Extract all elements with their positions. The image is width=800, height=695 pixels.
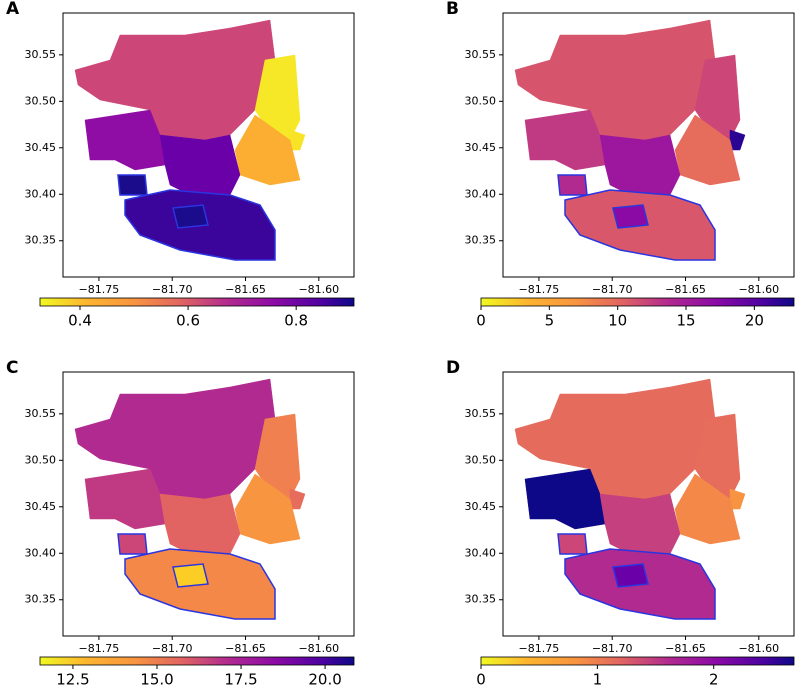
x-tick-label: −81.75 <box>79 283 120 296</box>
x-tick-label: −81.70 <box>592 283 633 296</box>
region <box>729 129 746 151</box>
colorbar <box>480 297 795 307</box>
y-tick-label: 30.40 <box>25 187 57 200</box>
x-tick-label: −81.75 <box>79 642 120 655</box>
y-tick-label: 30.35 <box>465 234 497 247</box>
panel-label: B <box>446 0 459 19</box>
y-tick-label: 30.45 <box>25 500 57 513</box>
map-panel: D −81.75 −81.70 −81.65 −81.60 30.35 30.40 30.45… <box>446 358 795 689</box>
colorbar-tick-label: 0 <box>476 671 486 689</box>
x-tick-label: −81.65 <box>225 642 266 655</box>
region <box>289 488 306 510</box>
y-tick-label: 30.35 <box>465 593 497 606</box>
map-regions <box>74 378 306 620</box>
x-tick-label: −81.65 <box>665 642 706 655</box>
map-regions <box>74 19 306 261</box>
y-tick-label: 30.50 <box>25 94 57 107</box>
region <box>612 563 649 588</box>
colorbar-tick-label: 15.0 <box>140 671 173 689</box>
region <box>117 174 148 196</box>
x-tick-label: −81.70 <box>592 642 633 655</box>
region <box>172 204 209 229</box>
colorbar <box>39 656 355 666</box>
colorbar <box>480 656 795 666</box>
y-tick-label: 30.50 <box>465 94 497 107</box>
colorbar-tick-label: 10 <box>608 312 627 330</box>
region <box>524 109 606 171</box>
y-tick-label: 30.35 <box>25 234 57 247</box>
colorbar-tick-label: 0 <box>476 312 486 330</box>
x-tick-label: −81.70 <box>152 642 193 655</box>
y-tick-label: 30.45 <box>465 141 497 154</box>
map-regions <box>514 378 746 620</box>
colorbar-tick-label: 0.4 <box>68 312 92 330</box>
x-tick-label: −81.75 <box>519 642 560 655</box>
colorbar-tick-label: 0.6 <box>176 312 200 330</box>
map-panel: A −81.75 −81.70 −81.65 −81.60 30.35 30.40 30.45… <box>6 0 355 330</box>
region <box>172 563 209 588</box>
y-tick-label: 30.50 <box>25 453 57 466</box>
axes-frame <box>62 371 355 637</box>
y-tick-label: 30.40 <box>465 546 497 559</box>
x-tick-label: −81.60 <box>298 283 339 296</box>
region <box>524 468 606 530</box>
panel-label: C <box>6 358 18 378</box>
panel-label: A <box>6 0 20 19</box>
region <box>674 114 741 186</box>
region <box>234 114 301 186</box>
x-tick-label: −81.75 <box>519 283 560 296</box>
x-tick-label: −81.60 <box>738 283 779 296</box>
region <box>84 109 166 171</box>
y-tick-label: 30.50 <box>465 453 497 466</box>
map-panel: B −81.75 −81.70 −81.65 −81.60 30.35 30.40 30.45… <box>446 0 795 330</box>
y-tick-label: 30.45 <box>25 141 57 154</box>
y-tick-label: 30.40 <box>25 546 57 559</box>
x-tick-label: −81.60 <box>298 642 339 655</box>
region <box>117 533 148 555</box>
map-regions <box>514 19 746 261</box>
x-tick-label: −81.65 <box>225 283 266 296</box>
colorbar-tick-label: 0.8 <box>284 312 308 330</box>
colorbar-tick-label: 5 <box>545 312 555 330</box>
region <box>234 473 301 545</box>
y-tick-label: 30.35 <box>25 593 57 606</box>
axes-frame <box>502 12 795 278</box>
axes-frame <box>502 371 795 637</box>
y-tick-label: 30.55 <box>465 407 497 420</box>
colorbar-tick-label: 15 <box>676 312 695 330</box>
y-tick-label: 30.40 <box>465 187 497 200</box>
region <box>612 204 649 229</box>
region <box>674 473 741 545</box>
y-tick-label: 30.55 <box>465 48 497 61</box>
y-tick-label: 30.55 <box>25 48 57 61</box>
region <box>557 533 588 555</box>
colorbar-tick-label: 1 <box>593 671 603 689</box>
colorbar-tick-label: 2 <box>709 671 719 689</box>
map-panel: C −81.75 −81.70 −81.65 −81.60 30.35 30.40 30.45… <box>6 358 355 689</box>
colorbar <box>39 297 355 307</box>
region <box>729 488 746 510</box>
y-tick-label: 30.45 <box>465 500 497 513</box>
colorbar-tick-label: 17.5 <box>224 671 257 689</box>
x-tick-label: −81.65 <box>665 283 706 296</box>
colorbar-tick-label: 20.0 <box>308 671 341 689</box>
y-tick-label: 30.55 <box>25 407 57 420</box>
region <box>84 468 166 530</box>
axes-frame <box>62 12 355 278</box>
colorbar-tick-label: 20 <box>745 312 764 330</box>
panel-label: D <box>446 358 460 378</box>
x-tick-label: −81.70 <box>152 283 193 296</box>
region <box>289 129 306 151</box>
x-tick-label: −81.60 <box>738 642 779 655</box>
colorbar-tick-label: 12.5 <box>56 671 89 689</box>
region <box>557 174 588 196</box>
